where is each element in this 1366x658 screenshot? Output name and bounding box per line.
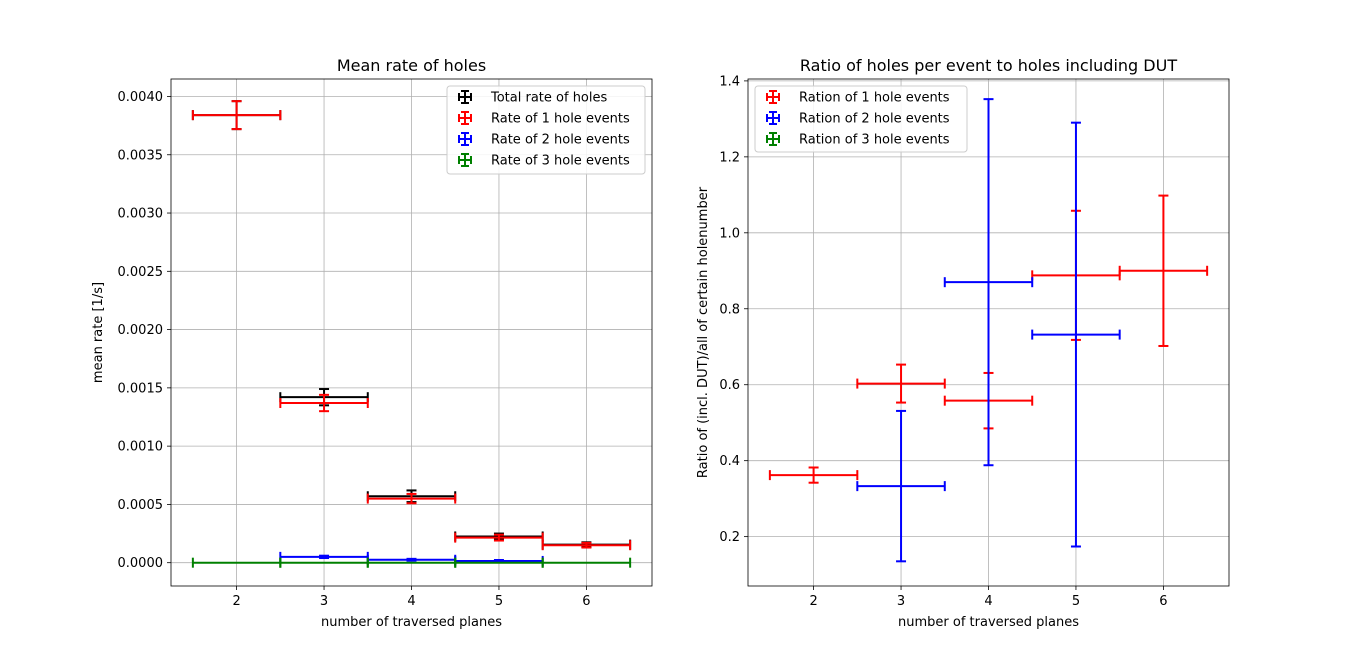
legend-label: Ration of 3 hole events xyxy=(799,133,950,148)
y-tick-label: 0.6 xyxy=(719,378,740,393)
x-axis-label: number of traversed planes xyxy=(898,615,1079,630)
legend-label: Ration of 1 hole events xyxy=(799,91,950,106)
x-tick-label: 3 xyxy=(320,594,328,609)
legend-item-1: Ration of 2 hole events xyxy=(766,111,950,127)
y-tick-label: 0.0035 xyxy=(118,148,164,163)
x-tick-label: 2 xyxy=(809,594,817,609)
y-axis-label: mean rate [1/s] xyxy=(91,282,106,383)
y-tick-label: 0.4 xyxy=(719,454,740,469)
legend: Total rate of holes Rate of 1 hole events… xyxy=(446,85,646,175)
legend-label: Rate of 3 hole events xyxy=(491,154,630,169)
y-tick-label: 0.2 xyxy=(719,530,740,545)
chart-ratio: 2 3 4 5 6 0.2 0.4 0.6 0.8 1.0 1.2 1.4 Ratio of holes… xyxy=(696,56,1230,630)
y-tick-label: 0.0000 xyxy=(118,556,164,571)
chart-mean-rate: 2 3 4 5 6 0.0000 0.0005 0.0010 0.0015 0.0020 0.002… xyxy=(91,56,653,630)
y-tick-label: 0.0030 xyxy=(118,207,164,222)
legend-item-3: Rate of 3 hole events xyxy=(458,153,630,169)
y-tick-label: 0.0025 xyxy=(118,265,164,280)
axes: 2 3 4 5 6 0.2 0.4 0.6 0.8 1.0 1.2 1.4 xyxy=(719,74,1167,609)
x-tick-label: 3 xyxy=(897,594,905,609)
legend-label: Ration of 2 hole events xyxy=(799,112,950,127)
y-tick-label: 0.0010 xyxy=(118,440,164,455)
y-tick-label: 1.4 xyxy=(719,74,740,89)
y-tick-label: 1.0 xyxy=(719,226,740,241)
legend-label: Rate of 2 hole events xyxy=(491,133,630,148)
x-tick-label: 6 xyxy=(582,594,590,609)
legend-item-0: Ration of 1 hole events xyxy=(766,90,950,106)
legend-box xyxy=(754,85,968,153)
x-tick-label: 4 xyxy=(984,594,992,609)
y-tick-label: 0.0005 xyxy=(118,498,164,513)
x-tick-label: 4 xyxy=(407,594,415,609)
legend-item-2: Rate of 2 hole events xyxy=(458,132,630,148)
x-tick-label: 5 xyxy=(1072,594,1080,609)
y-axis-label: Ratio of (incl. DUT)/all of certain hole… xyxy=(696,186,711,478)
series-1 xyxy=(856,98,1121,563)
x-axis-label: number of traversed planes xyxy=(321,615,502,630)
plot-frame xyxy=(170,78,653,587)
legend-item-1: Rate of 1 hole events xyxy=(458,111,630,127)
legend-item-0: Total rate of holes xyxy=(458,90,607,106)
y-tick-label: 0.8 xyxy=(719,302,740,317)
x-tick-label: 2 xyxy=(232,594,240,609)
plot-frame xyxy=(747,78,1230,587)
axes: 2 3 4 5 6 0.0000 0.0005 0.0010 0.0015 0.0020 0.002… xyxy=(118,90,591,609)
legend-item-2: Ration of 3 hole events xyxy=(766,132,950,148)
x-tick-label: 5 xyxy=(495,594,503,609)
chart-title: Mean rate of holes xyxy=(337,56,486,75)
legend-label: Total rate of holes xyxy=(490,91,607,106)
legend-label: Rate of 1 hole events xyxy=(491,112,630,127)
y-tick-label: 1.2 xyxy=(719,150,740,165)
series-1 xyxy=(191,100,632,551)
x-tick-label: 6 xyxy=(1159,594,1167,609)
series-3 xyxy=(191,557,632,568)
legend: Ration of 1 hole events Ration of 2 hole … xyxy=(754,85,968,153)
chart-title: Ratio of holes per event to holes includ… xyxy=(800,56,1177,75)
y-tick-label: 0.0020 xyxy=(118,323,164,338)
legend-box xyxy=(446,85,646,175)
y-tick-label: 0.0040 xyxy=(118,90,164,105)
y-tick-label: 0.0015 xyxy=(118,381,164,396)
